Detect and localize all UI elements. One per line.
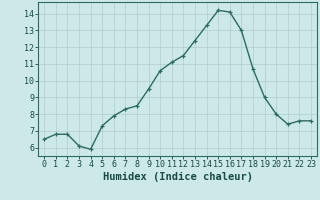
X-axis label: Humidex (Indice chaleur): Humidex (Indice chaleur): [103, 172, 252, 182]
